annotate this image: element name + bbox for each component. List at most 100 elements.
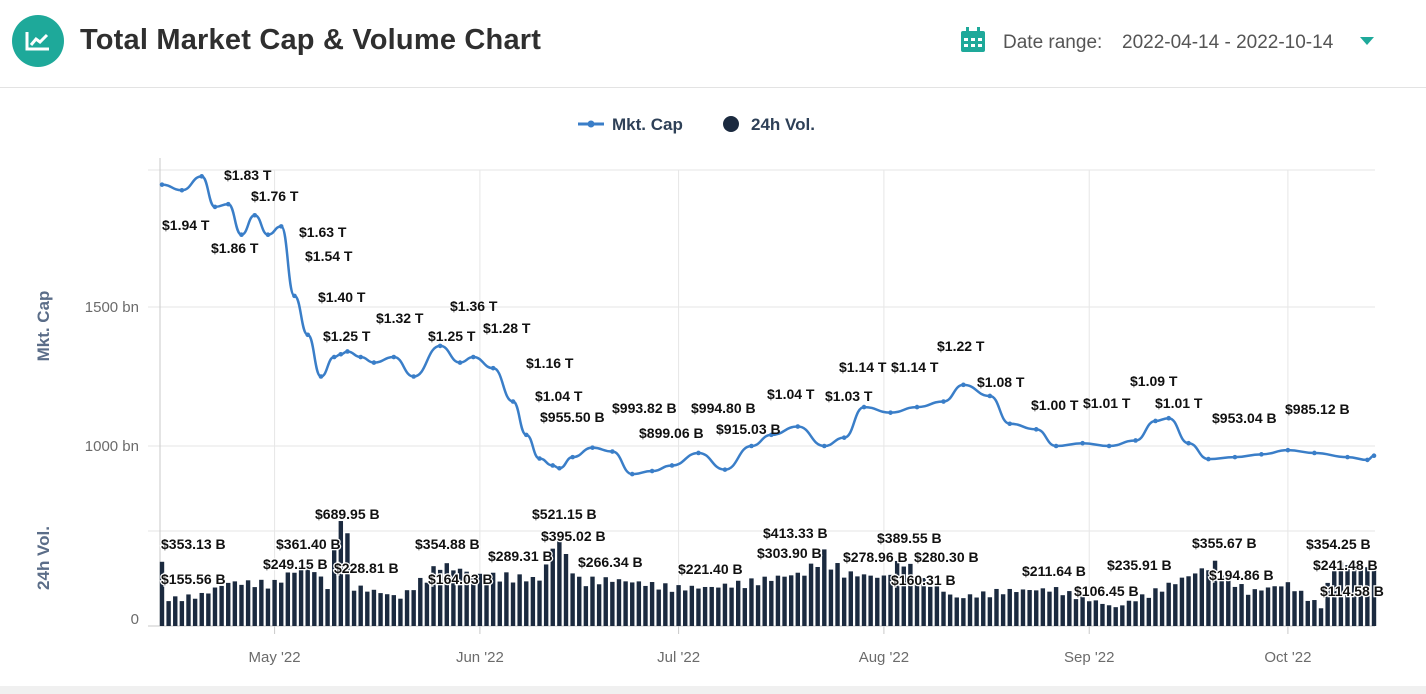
volume-bar bbox=[1067, 591, 1072, 626]
x-tick-label: Oct '22 bbox=[1264, 649, 1311, 666]
volume-bar bbox=[822, 549, 827, 626]
mkt-cap-data-label: $993.82 B bbox=[612, 400, 677, 416]
mkt-cap-point bbox=[318, 374, 324, 379]
volume-bar bbox=[583, 586, 589, 626]
mkt-cap-data-label: $985.12 B bbox=[1285, 401, 1350, 417]
market-cap-volume-chart: May '22 Jun '22 Jul '22 Aug '22 Sep '22 Oct '… bbox=[34, 115, 1385, 666]
mkt-cap-point bbox=[537, 456, 542, 461]
mkt-cap-data-label: $1.22 T bbox=[937, 338, 985, 354]
volume-bar bbox=[762, 576, 767, 626]
mkt-cap-point bbox=[610, 449, 615, 454]
volume-bar bbox=[868, 575, 873, 626]
volume-bar bbox=[1292, 591, 1297, 626]
volume-bar bbox=[1027, 590, 1032, 626]
volume-bar bbox=[1093, 600, 1099, 626]
volume-bar bbox=[782, 576, 787, 626]
volume-data-label: $280.30 B bbox=[914, 549, 979, 565]
volume-data-label: $413.33 B bbox=[763, 525, 828, 541]
volume-bar bbox=[279, 582, 284, 626]
volume-data-label: $278.96 B bbox=[843, 549, 908, 565]
volume-bar bbox=[252, 587, 257, 626]
mkt-cap-point bbox=[278, 224, 284, 229]
mkt-cap-point bbox=[1312, 450, 1317, 456]
volume-bar bbox=[1285, 582, 1291, 626]
mkt-cap-point bbox=[841, 435, 847, 440]
volume-bar bbox=[398, 598, 403, 626]
mkt-cap-data-label: $915.03 B bbox=[716, 421, 781, 437]
volume-bar bbox=[1146, 597, 1152, 626]
volume-bar bbox=[1199, 568, 1205, 626]
mkt-cap-point bbox=[1007, 421, 1013, 427]
mkt-cap-data-label: $1.09 T bbox=[1130, 373, 1178, 389]
volume-bar bbox=[855, 576, 860, 626]
footer-strip bbox=[0, 686, 1426, 694]
calendar-icon[interactable] bbox=[960, 27, 986, 58]
volume-data-label: $389.55 B bbox=[877, 530, 942, 546]
volume-bar bbox=[384, 594, 390, 626]
volume-bar bbox=[623, 581, 628, 626]
volume-bar bbox=[689, 585, 695, 626]
volume-bar bbox=[795, 572, 801, 626]
mkt-cap-point bbox=[470, 354, 476, 360]
volume-bar bbox=[1265, 587, 1271, 626]
volume-bar bbox=[166, 601, 171, 626]
volume-bar bbox=[696, 588, 701, 626]
mkt-cap-point bbox=[821, 443, 827, 449]
volume-data-label: $164.03 B bbox=[428, 571, 493, 587]
mkt-cap-data-label: $1.36 T bbox=[450, 298, 498, 314]
y-tick-label: 1500 bn bbox=[85, 299, 139, 316]
volume-bar bbox=[1126, 600, 1132, 626]
mkt-cap-point bbox=[338, 351, 344, 357]
mkt-cap-point bbox=[265, 232, 271, 238]
volume-bar bbox=[749, 578, 754, 626]
legend-item: Mkt. Cap bbox=[612, 115, 683, 134]
volume-bar bbox=[596, 584, 602, 626]
mkt-cap-data-label: $1.83 T bbox=[224, 167, 272, 183]
volume-bar bbox=[259, 579, 264, 626]
volume-bar bbox=[1100, 603, 1105, 626]
volume-bar bbox=[510, 582, 516, 626]
volume-bar bbox=[788, 575, 794, 626]
volume-bar bbox=[616, 579, 622, 626]
mkt-cap-point bbox=[987, 393, 993, 399]
volume-bar bbox=[888, 574, 893, 626]
mkt-cap-point bbox=[457, 360, 463, 365]
volume-bar bbox=[285, 572, 291, 626]
mkt-cap-point bbox=[1259, 452, 1264, 457]
volume-bar bbox=[1080, 595, 1085, 626]
volume-bar bbox=[815, 566, 820, 626]
volume-bar bbox=[298, 566, 304, 626]
date-range-value[interactable]: 2022-04-14 - 2022-10-14 bbox=[1122, 32, 1334, 53]
volume-bar bbox=[424, 582, 430, 626]
mkt-cap-point bbox=[199, 174, 205, 179]
legend-item: 24h Vol. bbox=[751, 115, 815, 134]
mkt-cap-data-label: $953.04 B bbox=[1212, 410, 1277, 426]
mkt-cap-point bbox=[1345, 454, 1350, 460]
volume-bar bbox=[649, 582, 655, 626]
volume-bar bbox=[1232, 586, 1238, 626]
volume-bar bbox=[669, 591, 675, 626]
volume-bar bbox=[490, 572, 496, 626]
volume-bar bbox=[676, 585, 681, 626]
volume-bar bbox=[901, 566, 906, 626]
volume-bar bbox=[875, 577, 880, 626]
caret-down-icon[interactable] bbox=[1360, 37, 1374, 45]
volume-data-label: $361.40 B bbox=[276, 536, 341, 552]
volume-bar bbox=[755, 585, 761, 626]
mkt-cap-point bbox=[1365, 457, 1370, 463]
volume-data-label: $353.13 B bbox=[161, 536, 226, 552]
volume-bar bbox=[1212, 560, 1218, 626]
volume-bar bbox=[431, 566, 436, 626]
volume-data-label: $521.15 B bbox=[532, 506, 597, 522]
volume-bar bbox=[239, 584, 244, 626]
mkt-cap-point bbox=[345, 349, 350, 354]
volume-bar bbox=[1034, 590, 1039, 626]
mkt-cap-point bbox=[888, 410, 893, 415]
volume-bar bbox=[570, 573, 575, 626]
volume-bar bbox=[186, 594, 191, 626]
mkt-cap-point bbox=[179, 187, 185, 193]
mkt-cap-data-label: $1.00 T bbox=[1031, 397, 1079, 413]
mkt-cap-data-label: $1.01 T bbox=[1083, 395, 1131, 411]
mkt-cap-point bbox=[239, 232, 244, 238]
mkt-cap-point bbox=[1153, 418, 1158, 424]
